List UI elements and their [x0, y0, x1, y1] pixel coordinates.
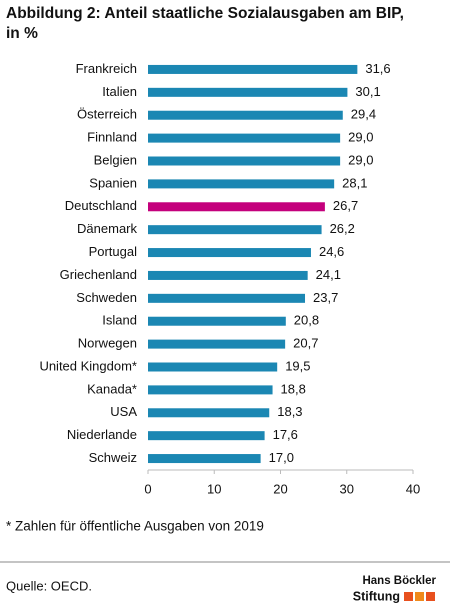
bar — [148, 156, 341, 166]
logo-mark — [404, 592, 413, 601]
y-tick-label: Frankreich — [76, 61, 137, 76]
value-label: 18,3 — [277, 404, 302, 419]
bar — [148, 454, 261, 464]
y-tick-label: Italien — [102, 84, 137, 99]
logo-mark — [426, 592, 435, 601]
source: Quelle: OECD. — [6, 578, 92, 593]
bar — [148, 87, 348, 97]
bar — [148, 248, 311, 258]
value-label: 17,0 — [269, 450, 294, 465]
chart-title: Abbildung 2: Anteil staatliche Sozialaus… — [6, 5, 404, 22]
footnote: * Zahlen für öffentliche Ausgaben von 20… — [6, 519, 264, 534]
bar — [148, 270, 308, 280]
logo-mark — [415, 592, 424, 601]
y-tick-label: Schweden — [76, 290, 137, 305]
bar — [148, 133, 341, 143]
x-tick-label: 30 — [340, 481, 354, 496]
y-tick-label: Dänemark — [77, 221, 137, 236]
y-tick-label: Finnland — [87, 130, 137, 145]
x-tick-label: 20 — [273, 481, 287, 496]
value-label: 18,8 — [281, 381, 306, 396]
value-label: 29,4 — [351, 107, 376, 122]
bar — [148, 225, 322, 235]
x-tick-label: 10 — [207, 481, 221, 496]
value-label: 28,1 — [342, 175, 367, 190]
bar — [148, 64, 358, 74]
bar — [148, 293, 306, 303]
y-tick-label: Island — [102, 313, 137, 328]
y-tick-label: Norwegen — [78, 336, 137, 351]
bar — [148, 202, 325, 212]
bar — [148, 431, 265, 441]
y-tick-label: Deutschland — [65, 198, 137, 213]
value-label: 19,5 — [285, 358, 310, 373]
value-label: 20,7 — [293, 336, 318, 351]
value-label: 26,2 — [330, 221, 355, 236]
bar — [148, 179, 335, 189]
value-label: 24,1 — [316, 267, 341, 282]
chart-title: in % — [6, 25, 38, 42]
value-label: 17,6 — [273, 427, 298, 442]
x-tick-label: 40 — [406, 481, 420, 496]
logo-text: Hans Böckler — [362, 575, 436, 587]
bar — [148, 385, 273, 395]
value-label: 29,0 — [348, 152, 373, 167]
y-tick-label: Niederlande — [67, 427, 137, 442]
value-label: 30,1 — [355, 84, 380, 99]
y-tick-label: United Kingdom* — [39, 358, 137, 373]
y-tick-label: USA — [110, 404, 137, 419]
y-tick-label: Portugal — [89, 244, 138, 259]
y-tick-label: Griechenland — [60, 267, 137, 282]
value-label: 31,6 — [365, 61, 390, 76]
value-label: 24,6 — [319, 244, 344, 259]
bar — [148, 339, 286, 349]
y-tick-label: Österreich — [77, 107, 137, 122]
y-tick-label: Spanien — [89, 175, 137, 190]
y-tick-label: Kanada* — [87, 381, 137, 396]
value-label: 29,0 — [348, 130, 373, 145]
y-tick-label: Schweiz — [89, 450, 137, 465]
bar — [148, 316, 286, 326]
logo-text: Stiftung — [353, 589, 400, 603]
bar — [148, 408, 270, 418]
x-tick-label: 0 — [144, 481, 151, 496]
value-label: 26,7 — [333, 198, 358, 213]
y-tick-label: Belgien — [94, 152, 137, 167]
value-label: 20,8 — [294, 313, 319, 328]
value-label: 23,7 — [313, 290, 338, 305]
bar — [148, 362, 278, 372]
bar — [148, 110, 343, 120]
